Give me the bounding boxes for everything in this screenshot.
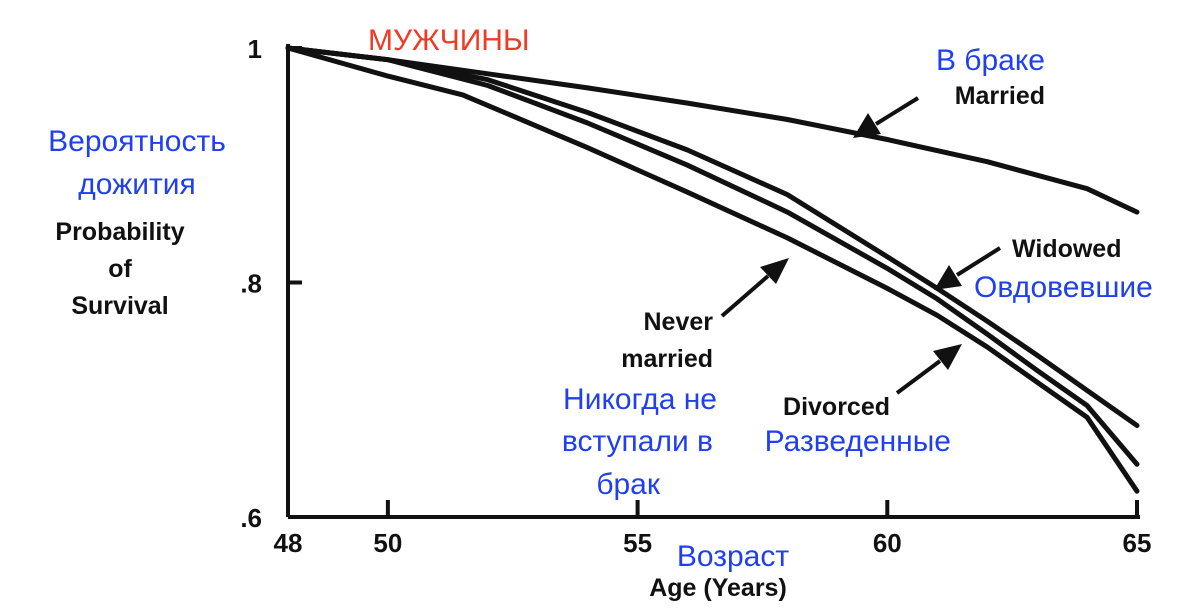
y-ticks: .6 .8 1 bbox=[240, 34, 302, 533]
never-married-label-ru-line-2: вступали в bbox=[562, 425, 713, 458]
y-tick-label-1: 1 bbox=[248, 34, 262, 64]
married-label: Married bbox=[955, 82, 1045, 110]
y-label-ru-line-2: дожития bbox=[78, 168, 195, 201]
widowed-arrow bbox=[934, 246, 1002, 290]
series-line-widowed bbox=[285, 45, 1140, 428]
married-arrow bbox=[853, 96, 920, 138]
never-married-arrow bbox=[720, 258, 789, 318]
widowed-label-ru: Овдовевшие bbox=[974, 271, 1153, 304]
x-tick-label-65: 65 bbox=[1123, 528, 1152, 558]
divorced-label: Divorced bbox=[783, 393, 890, 421]
x-ticks: 48 50 55 60 65 bbox=[274, 500, 1152, 558]
series-line-divorced bbox=[285, 45, 1140, 467]
never-married-label-ru-line-1: Никогда не bbox=[563, 383, 717, 416]
y-tick-label-.8: .8 bbox=[240, 269, 262, 299]
series-line-never-married bbox=[285, 45, 1140, 494]
series-group bbox=[285, 45, 1140, 494]
y-label-line-1: Probability bbox=[55, 218, 184, 246]
y-label-ru-line-1: Вероятность bbox=[48, 125, 226, 158]
divorced-arrow bbox=[895, 344, 962, 395]
series-line-married bbox=[285, 45, 1140, 215]
x-tick-label-48: 48 bbox=[274, 528, 303, 558]
y-tick-label-.6: .6 bbox=[240, 503, 262, 533]
y-label-line-2: of bbox=[108, 255, 132, 283]
married-label-ru: В браке bbox=[936, 44, 1045, 77]
widowed-label: Widowed bbox=[1012, 235, 1122, 263]
never-married-label-line-1: Never bbox=[644, 308, 714, 336]
chart-title: МУЖЧИНЫ bbox=[368, 24, 530, 57]
x-label: Age (Years) bbox=[649, 574, 787, 602]
x-label-ru: Возраст bbox=[677, 540, 789, 573]
divorced-label-ru: Разведенные bbox=[765, 425, 951, 458]
x-tick-label-60: 60 bbox=[873, 528, 902, 558]
never-married-label-ru-line-3: брак bbox=[596, 468, 661, 501]
y-label-line-3: Survival bbox=[71, 292, 168, 320]
never-married-label-line-2: married bbox=[621, 345, 713, 373]
x-tick-label-50: 50 bbox=[373, 528, 402, 558]
x-tick-label-55: 55 bbox=[623, 528, 652, 558]
